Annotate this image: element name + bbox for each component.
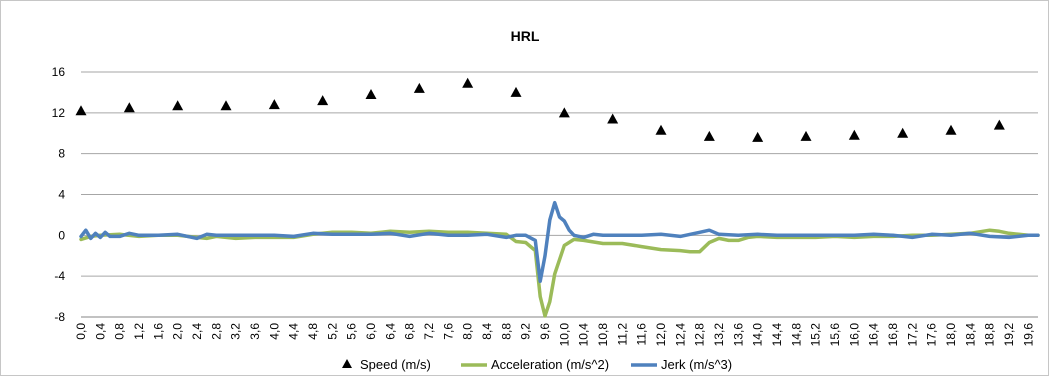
x-tick-label: 8,0 (461, 323, 475, 340)
y-tick-label: 4 (58, 188, 65, 202)
data-point (703, 130, 715, 141)
x-tick-label: 2,4 (190, 323, 204, 340)
data-point (123, 102, 135, 113)
series-group (75, 77, 1040, 318)
x-tick-label: 10,0 (557, 323, 571, 347)
x-tick-label: 18,0 (944, 323, 958, 347)
chart-title: HRL (511, 28, 540, 44)
x-tick-label: 5,2 (325, 323, 339, 340)
x-tick-label: 14,4 (770, 323, 784, 347)
x-axis: 0,0 0,4 0,8 1,2 1,6 2,0 2,4 2,8 3,2 3,6 4,0 4,4 4,8 5… (74, 316, 1038, 347)
x-tick-label: 1,2 (132, 323, 146, 340)
data-point (172, 100, 184, 111)
legend-item: Jerk (m/s^3) (631, 357, 732, 372)
data-point (268, 99, 280, 110)
data-point (607, 113, 619, 124)
x-tick-label: 8,4 (480, 323, 494, 340)
data-point (75, 105, 87, 116)
x-tick-label: 16,4 (867, 323, 881, 347)
x-tick-label: 4,0 (267, 323, 281, 340)
x-tick-label: 6,4 (383, 323, 397, 340)
data-point (945, 124, 957, 135)
x-tick-label: 17,2 (905, 323, 919, 347)
x-tick-label: 19,2 (1002, 323, 1016, 347)
x-tick-label: 16,0 (847, 323, 861, 347)
y-axis: -8 -4 0 4 8 12 16 (52, 65, 66, 324)
x-tick-label: 7,6 (441, 323, 455, 340)
x-tick-label: 12,8 (693, 323, 707, 347)
series-line (79, 228, 1040, 318)
y-tick-label: 8 (58, 147, 65, 161)
x-tick-label: 15,6 (828, 323, 842, 347)
x-tick-label: 14,0 (751, 323, 765, 347)
x-tick-label: 7,2 (422, 323, 436, 340)
data-point (558, 107, 570, 118)
x-tick-label: 9,6 (538, 323, 552, 340)
x-tick-label: 5,6 (345, 323, 359, 340)
x-tick-label: 0,0 (74, 323, 88, 340)
x-tick-label: 0,4 (93, 323, 107, 340)
data-point (317, 95, 329, 106)
data-point (897, 127, 909, 138)
x-tick-label: 16,8 (886, 323, 900, 347)
legend-item: Speed (m/s) (342, 357, 431, 372)
x-tick-label: 2,0 (171, 323, 185, 340)
legend-label: Acceleration (m/s^2) (491, 357, 609, 372)
x-tick-label: 3,2 (229, 323, 243, 340)
legend-label: Speed (m/s) (360, 357, 431, 372)
x-tick-label: 3,6 (248, 323, 262, 340)
data-point (800, 130, 812, 141)
series-line (79, 200, 1040, 284)
x-tick-label: 4,4 (287, 323, 301, 340)
data-point (365, 88, 377, 99)
x-tick-label: 11,2 (615, 323, 629, 346)
y-tick-label: 16 (52, 65, 66, 79)
x-tick-label: 1,6 (151, 323, 165, 340)
legend-item: Acceleration (m/s^2) (461, 357, 609, 372)
x-tick-label: 14,8 (789, 323, 803, 347)
y-tick-label: -8 (54, 310, 65, 324)
legend-swatch (342, 359, 352, 368)
x-tick-label: 6,8 (403, 323, 417, 340)
x-tick-label: 18,4 (963, 323, 977, 347)
x-tick-label: 15,2 (809, 323, 823, 347)
x-tick-label: 9,2 (519, 323, 533, 340)
y-tick-label: 0 (58, 228, 65, 242)
x-tick-label: 13,2 (712, 323, 726, 347)
x-tick-label: 2,8 (209, 323, 223, 340)
y-tick-label: 12 (52, 106, 66, 120)
x-tick-label: 8,8 (499, 323, 513, 340)
x-tick-label: 0,8 (113, 323, 127, 340)
legend-label: Jerk (m/s^3) (661, 357, 732, 372)
x-tick-label: 17,6 (925, 323, 939, 347)
x-tick-label: 10,4 (577, 323, 591, 347)
data-point (993, 119, 1005, 130)
data-point (655, 124, 667, 135)
x-tick-label: 13,6 (731, 323, 745, 347)
data-point (848, 129, 860, 140)
x-tick-label: 19,6 (1021, 323, 1035, 347)
x-tick-label: 11,6 (635, 323, 649, 346)
x-tick-label: 12,4 (673, 323, 687, 347)
legend: Speed (m/s) Acceleration (m/s^2) Jerk (m/s… (342, 357, 732, 372)
data-point (752, 131, 764, 142)
x-tick-label: 10,8 (596, 323, 610, 347)
x-tick-label: 6,0 (364, 323, 378, 340)
y-tick-label: -4 (54, 269, 65, 283)
x-tick-label: 18,8 (983, 323, 997, 347)
data-point (413, 82, 425, 93)
x-tick-label: 4,8 (306, 323, 320, 340)
data-point (510, 86, 522, 97)
data-point (462, 77, 474, 88)
x-tick-label: 12,0 (654, 323, 668, 347)
data-point (220, 100, 232, 111)
